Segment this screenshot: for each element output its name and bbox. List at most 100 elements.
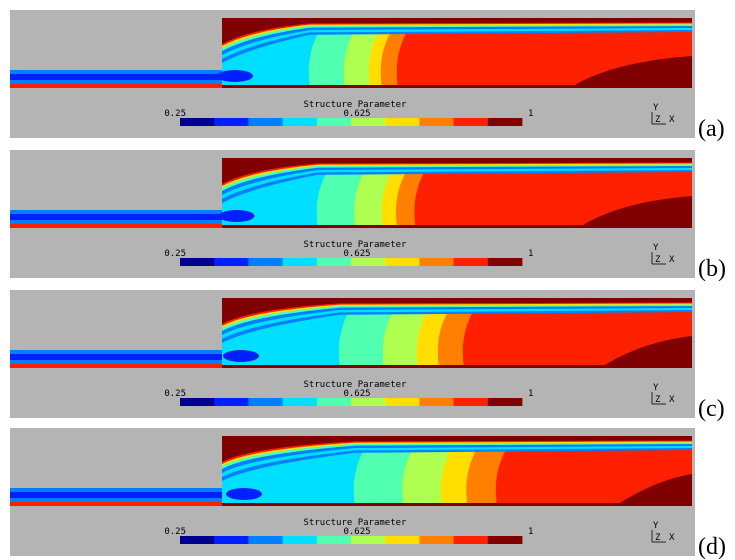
colorbar-tick-label: 0.25 — [164, 527, 186, 537]
bottom-wall — [222, 503, 692, 506]
inlet-jet — [217, 70, 253, 82]
colorbar-swatch — [248, 118, 283, 126]
colorbar-swatch — [282, 536, 318, 544]
colorbar-swatch — [419, 118, 454, 126]
axis-y: Y — [653, 103, 659, 113]
colorbar-swatch — [351, 398, 386, 406]
colorbar-swatch — [487, 118, 523, 126]
colorbar-swatch — [419, 258, 454, 266]
colorbar-swatch — [282, 118, 318, 126]
axis-x: X — [669, 115, 675, 125]
colorbar-swatch — [385, 536, 420, 544]
colorbar-title: Structure Parameter — [304, 100, 408, 110]
colorbar-tick-label: 1 — [528, 527, 533, 537]
colorbar-swatch — [180, 398, 215, 406]
panel: Structure Parameter 0.25 0.625 1 YZ X (b) — [10, 150, 726, 282]
colorbar-swatch — [316, 258, 352, 266]
inlet-jet — [226, 488, 262, 500]
panel-label: (c) — [698, 396, 725, 422]
wall-layer — [222, 18, 692, 44]
contour — [570, 56, 692, 88]
colorbar-tick-label: 0.25 — [164, 249, 186, 259]
wall-layer — [222, 18, 692, 48]
inlet-wall — [10, 364, 222, 368]
axis-x: X — [669, 255, 675, 265]
colorbar-swatch — [282, 258, 318, 266]
colorbar-swatch — [487, 398, 523, 406]
bottom-wall — [222, 85, 692, 88]
colorbar-swatch — [453, 118, 489, 126]
colorbar-tick-label: 0.625 — [343, 389, 370, 399]
inlet-core — [10, 354, 222, 360]
panel: Structure Parameter 0.25 0.625 1 YZ X (d) — [10, 428, 726, 560]
colorbar-tick-label: 0.625 — [343, 249, 370, 259]
wall-layer — [222, 436, 692, 464]
colorbar-swatch — [351, 258, 386, 266]
colorbar-swatch — [180, 536, 215, 544]
wall-layer — [222, 298, 692, 324]
inlet-core — [10, 214, 222, 220]
colorbar-swatch — [248, 258, 283, 266]
axis-z: Z — [655, 395, 661, 405]
inlet-jet — [218, 210, 255, 222]
colorbar-swatch — [385, 118, 420, 126]
colorbar-swatch — [351, 536, 386, 544]
bottom-wall — [222, 365, 692, 368]
wall-layer — [222, 298, 692, 331]
wall-layer — [222, 158, 692, 184]
colorbar-swatch — [248, 536, 283, 544]
bottom-wall — [222, 225, 692, 228]
colorbar-swatch — [214, 258, 249, 266]
contour — [578, 196, 692, 228]
wall-layer — [222, 436, 692, 462]
inlet-core — [10, 74, 222, 80]
wall-layer — [222, 158, 692, 188]
panel: Structure Parameter 0.25 0.625 1 YZ X (a) — [10, 10, 725, 142]
wall-layer — [222, 18, 692, 51]
axis-y: Y — [653, 521, 659, 531]
colorbar-title: Structure Parameter — [304, 380, 408, 390]
colorbar-title: Structure Parameter — [304, 240, 408, 250]
inlet-wall — [10, 224, 222, 228]
panel: Structure Parameter 0.25 0.625 1 YZ X (c) — [10, 290, 725, 422]
colorbar-swatch — [316, 118, 352, 126]
contour — [600, 336, 692, 368]
inlet-wall — [10, 84, 222, 88]
colorbar-swatch — [419, 536, 454, 544]
panel-label: (d) — [698, 534, 726, 560]
panel-label: (a) — [698, 116, 725, 142]
colorbar-swatch — [487, 536, 523, 544]
axis-z: Z — [655, 533, 661, 543]
axis-y: Y — [653, 383, 659, 393]
axis-x: X — [669, 395, 675, 405]
colorbar-swatch — [385, 398, 420, 406]
wall-layer — [222, 298, 692, 328]
inlet-wall — [10, 502, 222, 506]
colorbar-swatch — [214, 118, 249, 126]
axis-x: X — [669, 533, 675, 543]
colorbar-swatch — [180, 118, 215, 126]
colorbar-swatch — [453, 258, 489, 266]
colorbar-tick-label: 0.25 — [164, 389, 186, 399]
colorbar-tick-label: 1 — [528, 389, 533, 399]
axis-y: Y — [653, 243, 659, 253]
colorbar-tick-label: 0.625 — [343, 527, 370, 537]
axis-z: Z — [655, 115, 661, 125]
colorbar-swatch — [385, 258, 420, 266]
contour — [615, 474, 692, 506]
colorbar-tick-label: 0.625 — [343, 109, 370, 119]
inlet-jet — [223, 350, 259, 362]
colorbar-swatch — [214, 536, 249, 544]
colorbar-swatch — [316, 536, 352, 544]
colorbar-title: Structure Parameter — [304, 518, 408, 528]
colorbar-swatch — [214, 398, 249, 406]
colorbar-swatch — [351, 118, 386, 126]
colorbar-swatch — [419, 398, 454, 406]
panel-label: (b) — [698, 256, 726, 282]
colorbar-tick-label: 0.25 — [164, 109, 186, 119]
axis-z: Z — [655, 255, 661, 265]
colorbar-swatch — [180, 258, 215, 266]
colorbar-swatch — [453, 536, 489, 544]
colorbar-swatch — [282, 398, 318, 406]
